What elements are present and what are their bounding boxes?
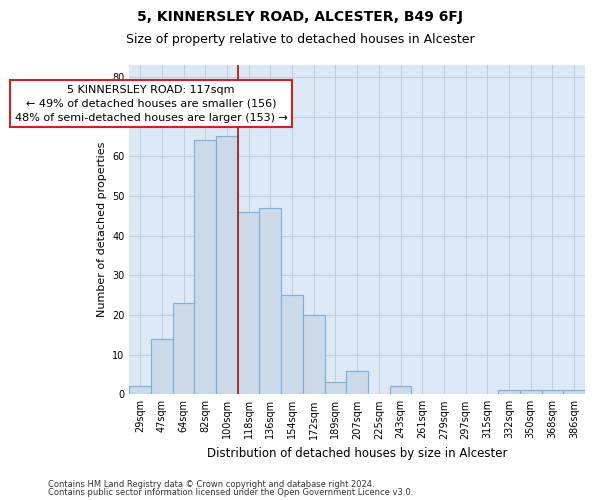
Bar bbox=[498, 390, 520, 394]
Bar bbox=[542, 390, 563, 394]
Y-axis label: Number of detached properties: Number of detached properties bbox=[97, 142, 107, 318]
Text: Contains HM Land Registry data © Crown copyright and database right 2024.: Contains HM Land Registry data © Crown c… bbox=[48, 480, 374, 489]
Text: 5 KINNERSLEY ROAD: 117sqm
← 49% of detached houses are smaller (156)
48% of semi: 5 KINNERSLEY ROAD: 117sqm ← 49% of detac… bbox=[14, 85, 287, 123]
Bar bbox=[520, 390, 542, 394]
Bar bbox=[173, 303, 194, 394]
Bar bbox=[325, 382, 346, 394]
Bar bbox=[129, 386, 151, 394]
Bar bbox=[151, 339, 173, 394]
Bar bbox=[216, 136, 238, 394]
Bar bbox=[563, 390, 585, 394]
Bar bbox=[194, 140, 216, 394]
Bar bbox=[281, 295, 303, 394]
Text: Contains public sector information licensed under the Open Government Licence v3: Contains public sector information licen… bbox=[48, 488, 413, 497]
Bar bbox=[346, 370, 368, 394]
Text: 5, KINNERSLEY ROAD, ALCESTER, B49 6FJ: 5, KINNERSLEY ROAD, ALCESTER, B49 6FJ bbox=[137, 10, 463, 24]
X-axis label: Distribution of detached houses by size in Alcester: Distribution of detached houses by size … bbox=[207, 447, 508, 460]
Bar bbox=[238, 212, 259, 394]
Bar bbox=[303, 315, 325, 394]
Bar bbox=[259, 208, 281, 394]
Text: Size of property relative to detached houses in Alcester: Size of property relative to detached ho… bbox=[125, 32, 475, 46]
Bar bbox=[389, 386, 412, 394]
